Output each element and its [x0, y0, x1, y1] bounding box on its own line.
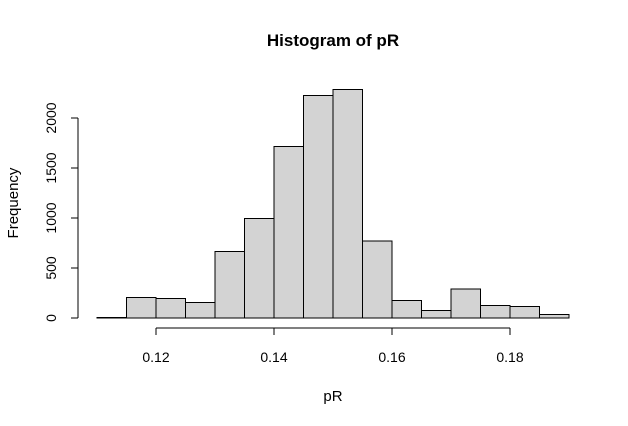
chart-title: Histogram of pR — [267, 31, 399, 50]
histogram-bar — [273, 146, 304, 319]
bars-group — [96, 89, 570, 319]
histogram-bar — [155, 298, 186, 319]
x-axis: 0.12 0.14 0.16 0.18 — [142, 327, 524, 365]
x-tick-label: 0.14 — [260, 349, 287, 365]
histogram-bar — [509, 306, 540, 319]
x-tick-label: 0.12 — [142, 349, 169, 365]
histogram-bar — [391, 300, 422, 319]
x-tick-label: 0.18 — [496, 349, 523, 365]
y-tick-label: 2000 — [43, 102, 59, 133]
y-axis: 0 500 1000 1500 2000 — [43, 102, 79, 322]
histogram-bar — [303, 95, 334, 319]
y-tick-label: 500 — [43, 256, 59, 280]
histogram-bar — [450, 288, 481, 319]
y-tick-label: 1500 — [43, 152, 59, 183]
x-axis-label: pR — [323, 388, 342, 405]
histogram-bar — [185, 302, 216, 319]
y-tick-label: 1000 — [43, 202, 59, 233]
histogram-bar — [539, 314, 570, 319]
histogram-bar — [244, 218, 275, 319]
histogram-bar — [362, 240, 393, 319]
x-tick-label: 0.16 — [378, 349, 405, 365]
histogram-bar — [214, 251, 245, 319]
y-tick-label: 0 — [43, 314, 59, 322]
histogram-bar — [126, 297, 157, 319]
histogram-bar — [480, 305, 511, 319]
histogram-bar — [332, 89, 363, 319]
histogram-bar — [421, 310, 452, 319]
y-axis-label: Frequency — [5, 167, 22, 238]
histogram-bar — [96, 317, 127, 319]
